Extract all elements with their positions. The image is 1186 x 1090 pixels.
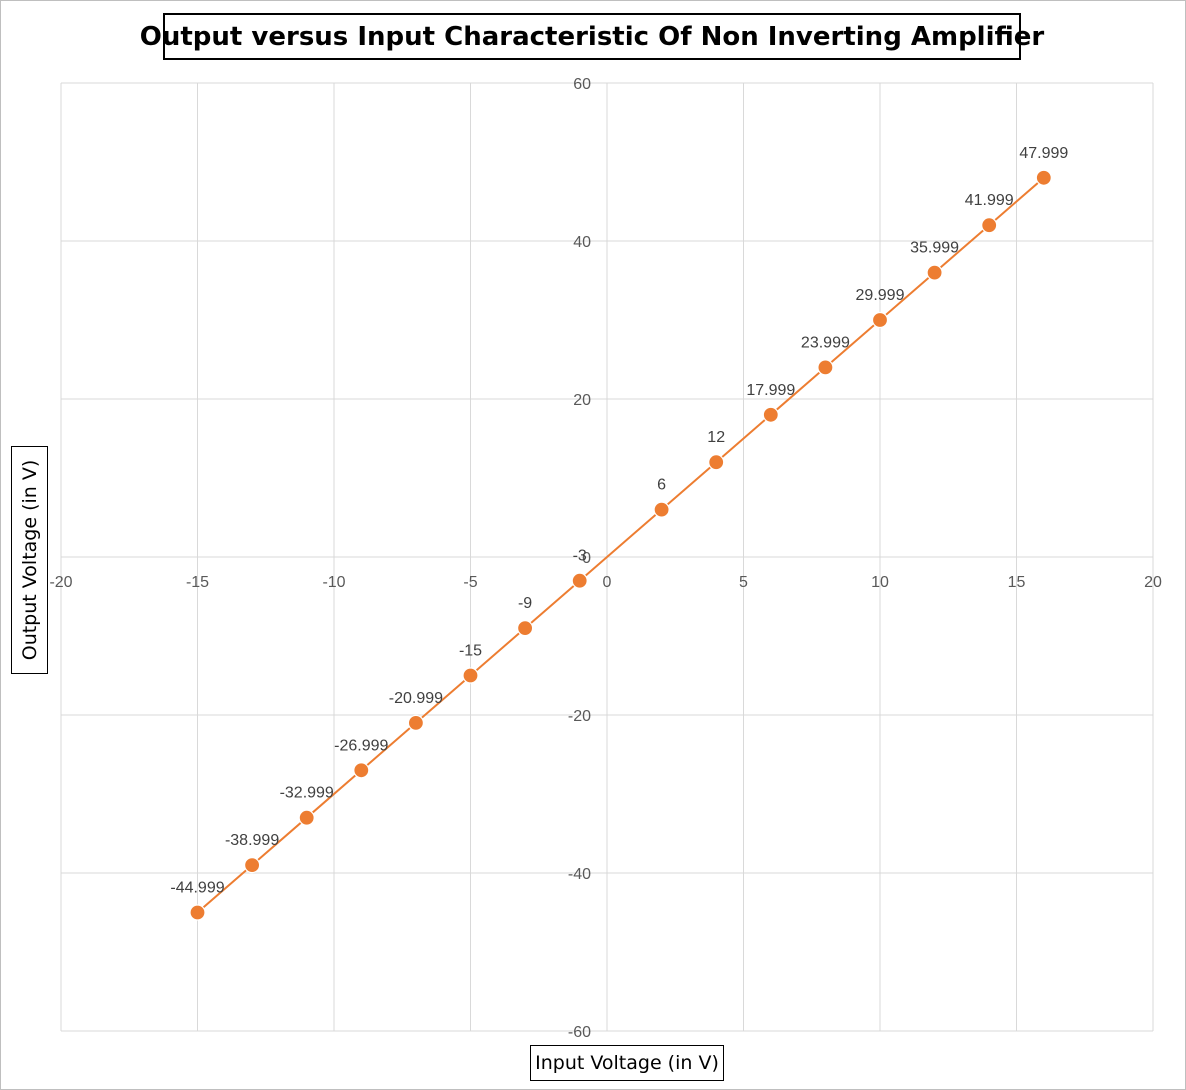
data-point[interactable]: [571, 572, 588, 589]
data-label: -38.999: [225, 832, 279, 849]
data-point[interactable]: [407, 714, 424, 731]
data-point[interactable]: [298, 809, 315, 826]
y-tick-label: -20: [568, 708, 591, 725]
data-label: -26.999: [334, 737, 388, 754]
x-tick-label: -20: [49, 574, 72, 591]
y-axis-title-box: Output Voltage (in V): [11, 446, 48, 674]
data-label: 41.999: [965, 192, 1014, 209]
data-point[interactable]: [516, 619, 534, 637]
data-label: 17.999: [746, 382, 795, 399]
data-label: 6: [657, 477, 666, 494]
x-tick-label: -15: [186, 574, 209, 591]
data-point[interactable]: [189, 904, 206, 921]
data-point[interactable]: [708, 454, 725, 471]
data-label: -32.999: [280, 785, 334, 802]
data-label: 23.999: [801, 334, 850, 351]
data-labels: -44.999 -38.999 -32.999 -26.999 -20.999 -15 -9…: [170, 145, 1068, 897]
axes: -20 -15 -10 -5 0 5 10 15 20 -60 -40 -20 0 20 40 60: [49, 76, 1162, 1041]
x-tick-label: 5: [739, 574, 748, 591]
x-tick-label: -5: [463, 574, 477, 591]
y-tick-label: 60: [573, 76, 591, 93]
data-point[interactable]: [926, 264, 943, 281]
x-tick-label: 10: [871, 574, 889, 591]
y-tick-label: 0: [582, 550, 591, 567]
data-point[interactable]: [244, 856, 261, 874]
y-tick-label: 40: [573, 234, 591, 251]
y-axis-title: Output Voltage (in V): [18, 459, 41, 661]
data-label: -15: [459, 643, 482, 660]
data-point[interactable]: [1035, 169, 1052, 186]
data-point[interactable]: [462, 667, 479, 684]
data-label: 47.999: [1019, 145, 1068, 162]
y-tick-label: 20: [573, 392, 591, 409]
y-tick-label: -40: [568, 866, 591, 883]
data-label: -9: [518, 595, 532, 612]
y-tick-label: -60: [568, 1024, 591, 1041]
data-label: -20.999: [389, 690, 443, 707]
series-line: [196, 177, 1045, 914]
x-tick-label: 0: [603, 574, 612, 591]
data-label: -44.999: [170, 879, 224, 896]
data-point[interactable]: [871, 311, 889, 329]
data-point[interactable]: [762, 406, 779, 423]
data-label: 12: [707, 429, 725, 446]
x-tick-label: 15: [1008, 574, 1026, 591]
chart-title: Output versus Input Characteristic Of No…: [140, 13, 1044, 60]
data-series: [189, 169, 1052, 921]
data-point[interactable]: [353, 762, 370, 779]
data-point[interactable]: [981, 217, 998, 234]
data-label: -3: [573, 548, 587, 565]
x-tick-label: 20: [1144, 574, 1162, 591]
x-axis-title: Input Voltage (in V): [530, 1045, 724, 1081]
data-point[interactable]: [653, 501, 670, 518]
x-tick-label: -10: [322, 574, 345, 591]
data-label: 29.999: [856, 287, 905, 304]
data-label: 35.999: [910, 240, 959, 257]
data-point[interactable]: [817, 359, 834, 376]
